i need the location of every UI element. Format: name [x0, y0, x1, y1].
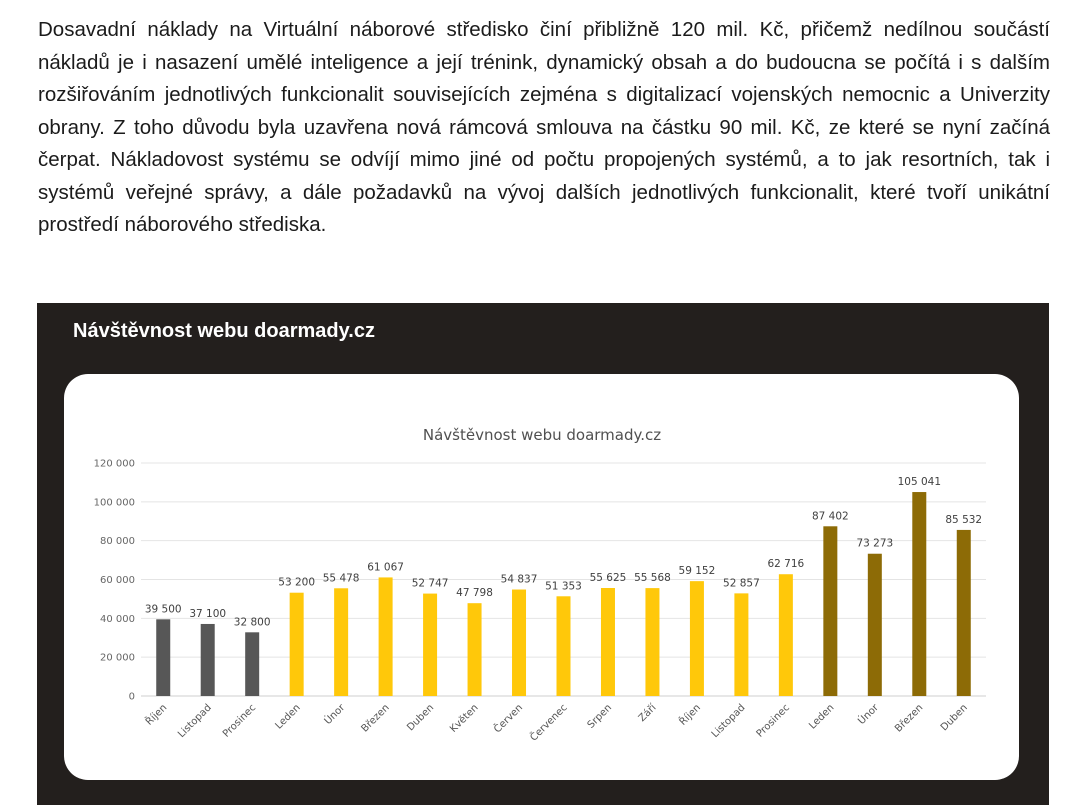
bar [423, 593, 438, 696]
data-label: 55 625 [590, 572, 627, 584]
bars [156, 492, 971, 696]
x-tick-label: Září [636, 701, 659, 724]
data-label: 47 798 [456, 587, 493, 599]
bar [378, 577, 393, 696]
bar [556, 596, 571, 696]
data-label: 59 152 [679, 565, 716, 577]
y-tick-label: 60 000 [100, 575, 135, 586]
data-label: 52 747 [412, 578, 449, 590]
data-label: 53 200 [278, 577, 315, 589]
y-axis-ticks: 0 20 000 40 000 60 000 80 000 100 000 120 000 [94, 459, 135, 703]
bar [823, 526, 838, 696]
chart-panel: Návštěvnost webu doarmady.cz Návštěvnost… [37, 303, 1049, 805]
x-tick-label: Říjen [676, 701, 703, 728]
bar [156, 619, 171, 696]
y-tick-label: 0 [129, 692, 135, 703]
x-tick-label: Červen [491, 701, 525, 735]
y-tick-label: 120 000 [94, 459, 135, 470]
data-label: 105 041 [898, 476, 941, 488]
x-tick-label: Duben [939, 702, 970, 733]
bar [956, 529, 971, 696]
x-tick-label: Říjen [142, 701, 169, 728]
x-tick-label: Prosinec [221, 702, 258, 739]
y-tick-label: 100 000 [94, 497, 135, 508]
x-tick-label: Březen [892, 702, 925, 735]
bar [245, 632, 260, 696]
x-tick-label: Červenec [527, 701, 570, 744]
y-tick-label: 20 000 [100, 653, 135, 664]
x-tick-label: Leden [274, 702, 303, 731]
bar [289, 592, 304, 696]
x-tick-label: Leden [807, 702, 836, 731]
data-label: 37 100 [189, 608, 226, 620]
data-label: 55 568 [634, 572, 671, 584]
x-tick-label: Prosinec [755, 702, 792, 739]
bar [867, 553, 882, 696]
x-axis-ticks: Říjen Listopad Prosinec Leden Únor Březen Dube… [142, 700, 969, 743]
data-label: 87 402 [812, 510, 849, 522]
data-label: 55 478 [323, 572, 360, 584]
bar [912, 492, 927, 696]
bar [778, 574, 793, 696]
data-label: 52 857 [723, 577, 760, 589]
x-tick-label: Srpen [586, 702, 614, 730]
bar-chart: Návštěvnost webu doarmady.cz 0 20 000 40 0… [94, 426, 986, 744]
x-tick-label: Duben [405, 702, 436, 733]
data-label: 51 353 [545, 580, 582, 592]
data-label: 61 067 [367, 561, 404, 573]
y-tick-label: 80 000 [100, 536, 135, 547]
x-tick-label: Listopad [710, 702, 748, 740]
bar [512, 589, 527, 696]
x-tick-label: Únor [321, 700, 348, 727]
data-label: 73 273 [856, 538, 893, 550]
panel-title: Návštěvnost webu doarmady.cz [73, 320, 375, 342]
bar [600, 587, 615, 696]
x-tick-label: Listopad [176, 702, 214, 740]
bar [200, 623, 215, 696]
y-tick-label: 40 000 [100, 614, 135, 625]
x-tick-label: Květen [447, 702, 480, 735]
bar [689, 581, 704, 696]
body-paragraph: Dosavadní náklady na Virtuální náborové … [38, 18, 1050, 236]
data-label: 39 500 [145, 603, 182, 615]
x-tick-label: Únor [855, 700, 882, 727]
bar [467, 603, 482, 696]
bar [645, 588, 660, 696]
data-label: 32 800 [234, 616, 271, 628]
data-label: 62 716 [767, 558, 804, 570]
data-labels: 39 500 37 100 32 800 53 200 55 478 61 067 52 7… [145, 476, 982, 628]
data-label: 54 837 [501, 574, 538, 586]
data-label: 85 532 [945, 514, 982, 526]
chart-title: Návštěvnost webu doarmady.cz [423, 426, 661, 444]
bar [334, 588, 349, 696]
chart-card: Návštěvnost webu doarmady.cz 0 20 000 40 0… [64, 374, 1019, 780]
bar [734, 593, 749, 696]
x-tick-label: Březen [359, 702, 392, 735]
